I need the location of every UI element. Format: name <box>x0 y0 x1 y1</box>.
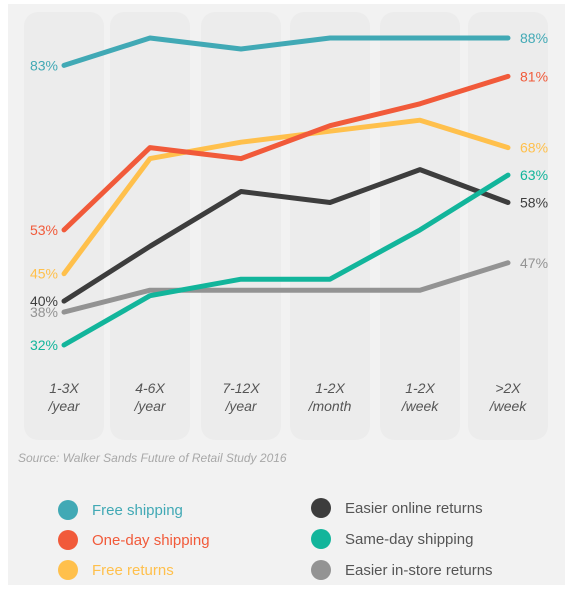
category-column-2 <box>201 12 281 440</box>
end-value-labels: 88% 81% 68% 58% 63% 47% <box>520 30 548 271</box>
x-axis-tick-labels: 1-3X/year 4-6X/year 7-12X/year 1-2X/month 1-… <box>47 380 527 414</box>
legend-item-5: Easier in-store returns <box>311 560 493 580</box>
start-label-5: 38% <box>30 304 58 320</box>
legend-label-4: Same-day shipping <box>345 531 473 548</box>
x-tick-label-5: >2X/week <box>489 380 528 414</box>
legend-label-0: Free shipping <box>92 502 183 519</box>
legend-swatch-1 <box>58 530 78 550</box>
start-label-1: 53% <box>30 222 58 238</box>
end-label-2: 68% <box>520 140 548 156</box>
x-tick-label-1: 4-6X/year <box>133 380 166 414</box>
end-label-0: 88% <box>520 30 548 46</box>
end-label-3: 58% <box>520 195 548 211</box>
legend-label-2: Free returns <box>92 562 174 579</box>
legend-item-3: Easier online returns <box>311 498 483 518</box>
legend-item-0: Free shipping <box>58 500 183 520</box>
legend-label-3: Easier online returns <box>345 500 483 517</box>
x-tick-label-4: 1-2X/week <box>401 380 440 414</box>
end-label-1: 81% <box>520 68 548 84</box>
start-value-labels: 83% 53% 45% 40% 32% 38% <box>30 57 58 353</box>
x-tick-label-2: 7-12X/year <box>222 380 260 414</box>
legend-swatch-3 <box>311 498 331 518</box>
start-label-3: 40% <box>30 293 58 309</box>
series-line-easier-online-returns <box>61 167 511 304</box>
legend-swatch-2 <box>58 560 78 580</box>
legend-swatch-5 <box>311 560 331 580</box>
legend-label-5: Easier in-store returns <box>345 562 493 579</box>
end-label-5: 47% <box>520 255 548 271</box>
series-line-one-day-shipping <box>61 73 511 233</box>
legend-label-1: One-day shipping <box>92 532 210 549</box>
source-note: Source: Walker Sands Future of Retail St… <box>18 451 287 465</box>
series-line-free-returns <box>61 117 511 277</box>
legend-swatch-4 <box>311 529 331 549</box>
legend-swatch-0 <box>58 500 78 520</box>
legend: Free shipping One-day shipping Free return… <box>58 498 493 580</box>
series-line-same-day-shipping <box>61 172 511 348</box>
x-tick-label-0: 1-3X/year <box>47 380 80 414</box>
end-label-4: 63% <box>520 167 548 183</box>
start-label-4: 32% <box>30 337 58 353</box>
legend-item-2: Free returns <box>58 560 174 580</box>
category-column-5 <box>468 12 548 440</box>
series-line-easier-in-store-returns <box>61 260 511 315</box>
series-line-free-shipping <box>61 35 511 68</box>
category-column-1 <box>110 12 190 440</box>
legend-item-4: Same-day shipping <box>311 529 473 549</box>
series-lines <box>61 35 511 348</box>
category-column-4 <box>380 12 460 440</box>
legend-item-1: One-day shipping <box>58 530 210 550</box>
category-column-3 <box>290 12 370 440</box>
x-tick-label-3: 1-2X/month <box>308 380 352 414</box>
start-label-2: 45% <box>30 266 58 282</box>
start-label-0: 83% <box>30 57 58 73</box>
